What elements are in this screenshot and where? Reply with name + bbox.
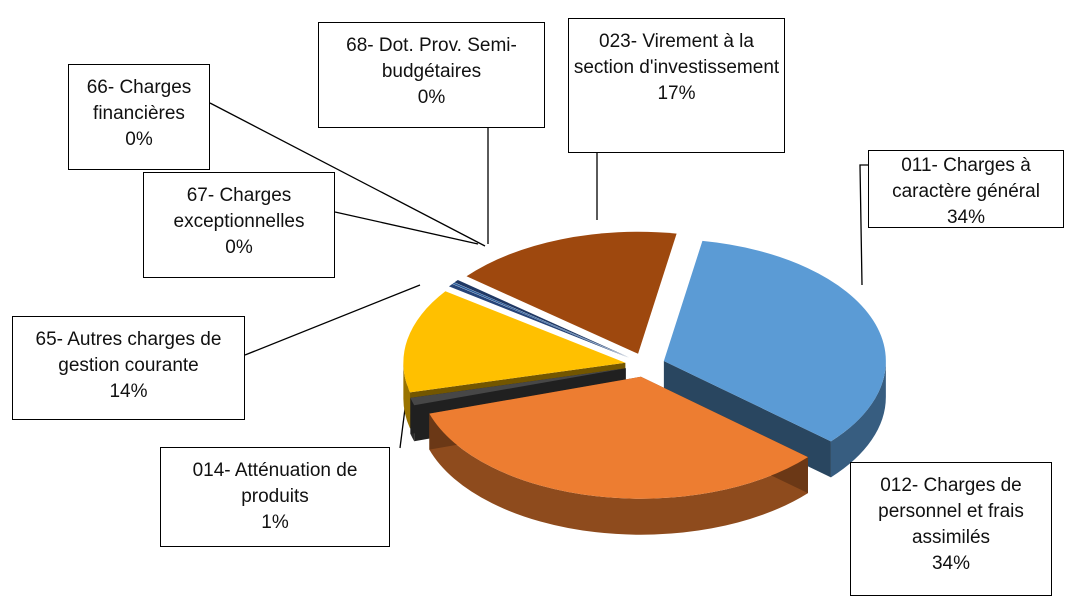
leader-line bbox=[859, 164, 868, 286]
pie bbox=[403, 231, 886, 535]
label-name: 023- Virement à la section d'investissem… bbox=[573, 31, 780, 78]
slice bbox=[429, 376, 808, 499]
label-name: 011- Charges à caractère général bbox=[892, 155, 1040, 202]
slice bbox=[466, 231, 677, 354]
data-label: 67- Charges exceptionnelles 0% bbox=[143, 172, 335, 278]
leader-line bbox=[209, 102, 486, 247]
label-value: 1% bbox=[261, 512, 289, 533]
data-label: 014- Atténuation de produits 1% bbox=[160, 447, 390, 547]
label-value: 34% bbox=[931, 553, 971, 574]
label-name: 65- Autres charges de gestion courante bbox=[35, 329, 222, 376]
slice bbox=[663, 240, 886, 442]
label-value: 0% bbox=[417, 87, 446, 108]
data-label: 66- Charges financières 0% bbox=[68, 64, 210, 170]
label-name: 014- Atténuation de produits bbox=[192, 460, 358, 507]
label-name: 012- Charges de personnel et frais assim… bbox=[878, 475, 1024, 548]
data-label: 68- Dot. Prov. Semi-budgétaires 0% bbox=[318, 22, 545, 128]
leader-line bbox=[244, 284, 421, 356]
data-label: 65- Autres charges de gestion courante 14… bbox=[12, 316, 245, 420]
data-label: 011- Charges à caractère général 34% bbox=[868, 150, 1064, 228]
label-name: 66- Charges financières bbox=[86, 77, 192, 124]
label-value: 17% bbox=[657, 83, 696, 104]
label-name: 68- Dot. Prov. Semi-budgétaires bbox=[346, 35, 517, 82]
slice bbox=[452, 282, 630, 358]
slice bbox=[410, 368, 626, 406]
slice bbox=[403, 291, 626, 393]
slice-side bbox=[403, 362, 411, 429]
leader-line bbox=[334, 211, 479, 245]
slice bbox=[448, 283, 629, 358]
data-label: 012- Charges de personnel et frais assim… bbox=[850, 462, 1052, 596]
slice bbox=[454, 280, 630, 358]
slice-side bbox=[429, 413, 808, 535]
slice-side bbox=[830, 361, 886, 478]
label-name: 67- Charges exceptionnelles bbox=[173, 185, 305, 232]
label-value: 0% bbox=[125, 129, 153, 150]
label-value: 34% bbox=[946, 207, 986, 228]
data-label: 023- Virement à la section d'investissem… bbox=[568, 18, 785, 153]
label-value: 14% bbox=[109, 381, 148, 402]
label-value: 0% bbox=[225, 237, 253, 258]
